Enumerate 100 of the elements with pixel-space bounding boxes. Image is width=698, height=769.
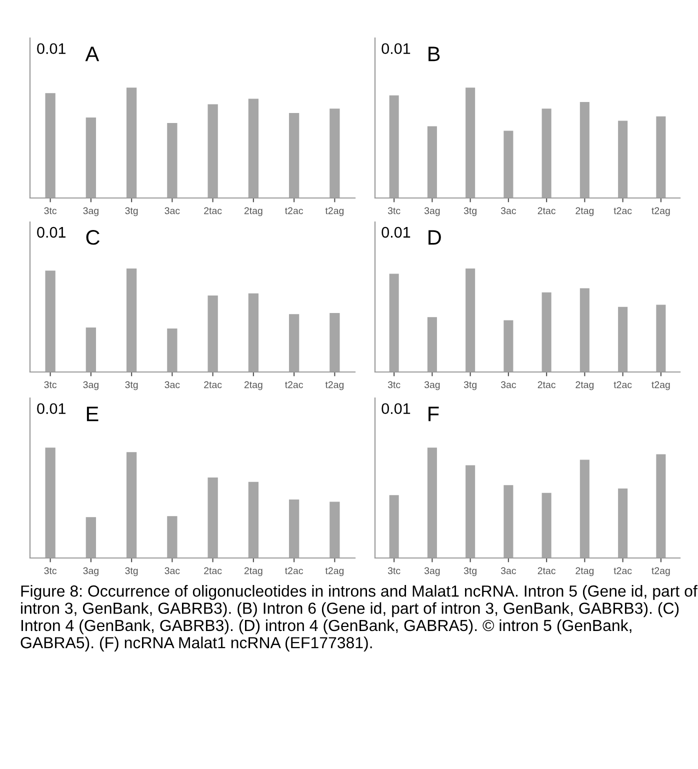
- bar: [86, 517, 96, 558]
- bar: [288, 500, 300, 558]
- x-tick-label: 2tag: [576, 381, 594, 390]
- text: 0.01: [37, 403, 66, 414]
- x-tick-label: 2tag: [244, 567, 262, 576]
- bar: [208, 295, 218, 372]
- x-tick-label: 2tac: [538, 567, 556, 574]
- x-tick-label: 3tc: [44, 381, 57, 388]
- text: F: [428, 406, 439, 422]
- x-tick-label: t2ag: [652, 207, 670, 216]
- text: 0.01: [382, 226, 410, 238]
- bar: [126, 88, 137, 198]
- x-tick-label: 3tg: [464, 207, 476, 216]
- x-tick-label: 3tg: [125, 381, 138, 390]
- x-tick-label: 3tg: [125, 207, 138, 216]
- bar: [580, 288, 590, 372]
- bar: [86, 328, 96, 372]
- x-tick-label: 3ac: [164, 381, 180, 388]
- x-tick-label: t2ac: [285, 567, 303, 574]
- x-tick-label: 3ag: [83, 207, 98, 216]
- bar: [504, 130, 514, 198]
- x-tick-label: 3tc: [44, 207, 57, 214]
- text: D: [428, 230, 441, 245]
- x-tick-label: 2tag: [244, 381, 262, 390]
- bar: [656, 304, 666, 372]
- bar: [656, 116, 666, 198]
- bar: [427, 317, 437, 372]
- x-tick-label: 3ac: [164, 207, 180, 214]
- x-tick-label: 2tag: [576, 207, 594, 216]
- x-tick-label: t2ac: [285, 207, 303, 214]
- x-tick-label: 2tac: [204, 207, 222, 214]
- bar: [427, 126, 437, 198]
- bar: [330, 502, 340, 558]
- x-tick-label: 3tc: [388, 381, 400, 388]
- bar: [167, 122, 178, 198]
- text: 0.01: [382, 43, 410, 54]
- x-tick-label: 3ag: [424, 381, 440, 390]
- x-tick-label: 3ac: [164, 567, 180, 574]
- text: 0.01: [37, 226, 66, 238]
- bar: [330, 313, 340, 372]
- bar: [542, 292, 552, 372]
- x-tick-label: t2ac: [614, 207, 632, 214]
- bar: [248, 482, 259, 558]
- x-tick-label: 2tag: [576, 567, 594, 576]
- bar: [288, 113, 300, 198]
- bar: [427, 448, 437, 558]
- bar: [466, 465, 476, 558]
- bar: [466, 88, 476, 198]
- x-tick-label: 3ac: [500, 381, 516, 388]
- x-tick-label: 3ac: [500, 207, 516, 214]
- bar: [389, 495, 399, 558]
- bar: [126, 268, 137, 372]
- bar: [288, 314, 300, 372]
- x-tick-label: t2ag: [325, 207, 344, 216]
- x-tick-label: t2ac: [614, 381, 632, 388]
- text: B: [428, 46, 440, 62]
- bar: [330, 108, 340, 198]
- bar: [248, 293, 259, 372]
- x-tick-label: 3tc: [388, 567, 400, 574]
- x-tick-label: 2tag: [244, 207, 262, 216]
- x-tick-label: t2ag: [325, 567, 344, 576]
- bar: [580, 460, 590, 558]
- text: 0.01: [37, 43, 66, 54]
- x-tick-label: 3tg: [125, 567, 138, 576]
- bar: [618, 120, 628, 198]
- x-tick-label: 3ac: [500, 567, 516, 574]
- bar: [542, 492, 552, 558]
- bar: [45, 93, 56, 198]
- x-tick-label: 3tg: [464, 567, 476, 576]
- x-tick-label: 2tac: [204, 381, 222, 388]
- bar: [45, 448, 56, 558]
- x-tick-label: 3ag: [83, 567, 98, 576]
- text: C: [86, 230, 100, 245]
- bar: [580, 102, 590, 198]
- bar: [389, 274, 399, 372]
- text: E: [86, 406, 98, 422]
- bar: [542, 108, 552, 198]
- x-tick-label: 3tg: [464, 381, 476, 390]
- x-tick-label: 3ag: [83, 381, 98, 390]
- bar: [504, 485, 514, 558]
- x-tick-label: t2ag: [652, 381, 670, 390]
- bar: [618, 488, 628, 558]
- x-tick-label: t2ac: [285, 381, 303, 388]
- bar: [248, 98, 259, 198]
- bar: [656, 454, 666, 558]
- bar: [389, 95, 399, 198]
- text: A: [85, 46, 100, 62]
- bar: [167, 516, 178, 558]
- x-tick-label: t2ag: [652, 567, 670, 576]
- bar: [167, 328, 178, 372]
- bar: [504, 320, 514, 372]
- x-tick-label: t2ac: [614, 567, 632, 574]
- bar: [86, 117, 96, 198]
- x-tick-label: t2ag: [325, 381, 344, 390]
- bar: [126, 452, 137, 558]
- x-tick-label: 3ag: [424, 567, 440, 576]
- bar: [618, 306, 628, 372]
- bar: [45, 270, 56, 372]
- x-tick-label: 2tac: [538, 207, 556, 214]
- bar: [466, 268, 476, 372]
